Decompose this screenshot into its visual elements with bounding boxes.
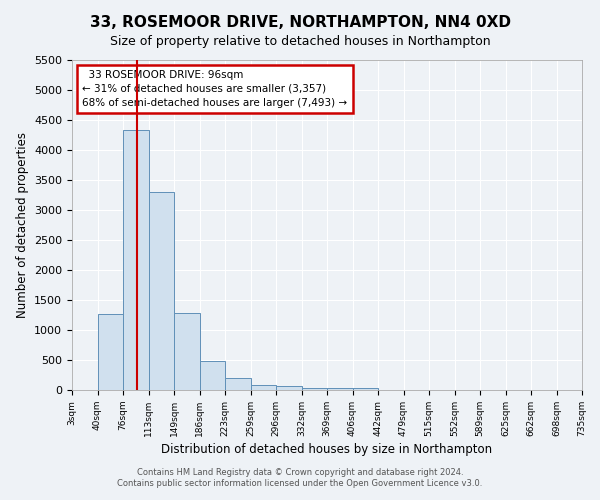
Bar (302, 388, 327, 390)
Bar (327, 388, 353, 390)
Bar (225, 378, 251, 390)
Bar (97, 314, 123, 390)
Text: Size of property relative to detached houses in Northampton: Size of property relative to detached ho… (110, 35, 490, 48)
X-axis label: Distribution of detached houses by size in Northampton: Distribution of detached houses by size … (161, 443, 493, 456)
Text: 33 ROSEMOOR DRIVE: 96sqm
← 31% of detached houses are smaller (3,357)
68% of sem: 33 ROSEMOOR DRIVE: 96sqm ← 31% of detach… (82, 70, 347, 108)
Bar (251, 384, 276, 390)
Text: Contains HM Land Registry data © Crown copyright and database right 2024.
Contai: Contains HM Land Registry data © Crown c… (118, 468, 482, 487)
Bar (199, 361, 225, 390)
Bar (149, 192, 174, 390)
Bar (353, 388, 378, 390)
Bar (123, 130, 149, 390)
Text: 33, ROSEMOOR DRIVE, NORTHAMPTON, NN4 0XD: 33, ROSEMOOR DRIVE, NORTHAMPTON, NN4 0XD (89, 15, 511, 30)
Bar (276, 386, 302, 390)
Y-axis label: Number of detached properties: Number of detached properties (16, 132, 29, 318)
Bar (174, 312, 199, 390)
